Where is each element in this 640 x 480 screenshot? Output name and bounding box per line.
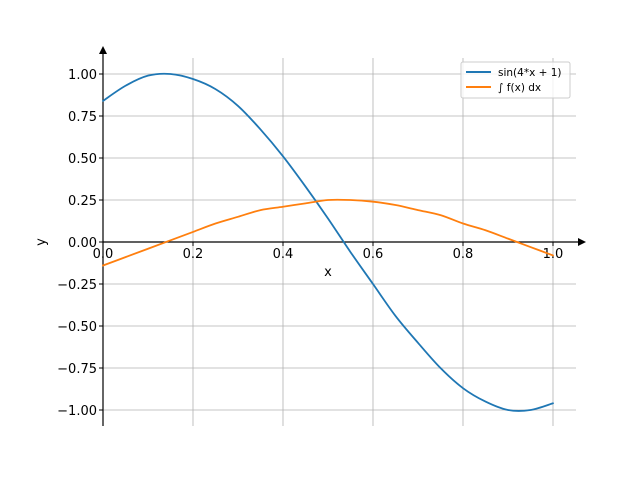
x-tick-label: 0.4 xyxy=(273,247,294,262)
y-tick-label: −0.25 xyxy=(57,278,97,293)
y-axis-label: y xyxy=(34,238,49,246)
y-tick-label: 0.00 xyxy=(68,236,97,251)
y-tick-label: 1.00 xyxy=(68,68,97,83)
series-line-sin xyxy=(102,72,554,412)
series-lines xyxy=(102,72,554,412)
y-tick-label: 0.50 xyxy=(68,152,97,167)
axes xyxy=(99,46,586,426)
x-tick-label: 0.6 xyxy=(363,247,384,262)
y-tick-label: 0.75 xyxy=(68,110,97,125)
y-tick-label: 0.25 xyxy=(68,194,97,209)
y-tick-label: −1.00 xyxy=(57,404,97,419)
x-tick-label: 0.2 xyxy=(183,247,204,262)
x-axis-label: x xyxy=(324,265,332,280)
y-tick-label: −0.50 xyxy=(57,320,97,335)
x-tick-label: 0.8 xyxy=(453,247,474,262)
y-tick-label: −0.75 xyxy=(57,362,97,377)
y-axis-arrowhead xyxy=(99,46,107,54)
x-axis-arrowhead xyxy=(578,238,586,246)
legend: sin(4*x + 1) ∫ f(x) dx xyxy=(460,61,571,99)
ticks: 0.0 0.2 0.4 0.6 0.8 1.0−1.00−0.75−0.50−0.250.… xyxy=(57,68,563,419)
series-line-integral xyxy=(102,198,554,267)
legend-label-sin: sin(4*x + 1) xyxy=(498,67,562,79)
x-tick-label: 0.0 xyxy=(93,247,114,262)
legend-label-integral: ∫ f(x) dx xyxy=(498,82,541,94)
